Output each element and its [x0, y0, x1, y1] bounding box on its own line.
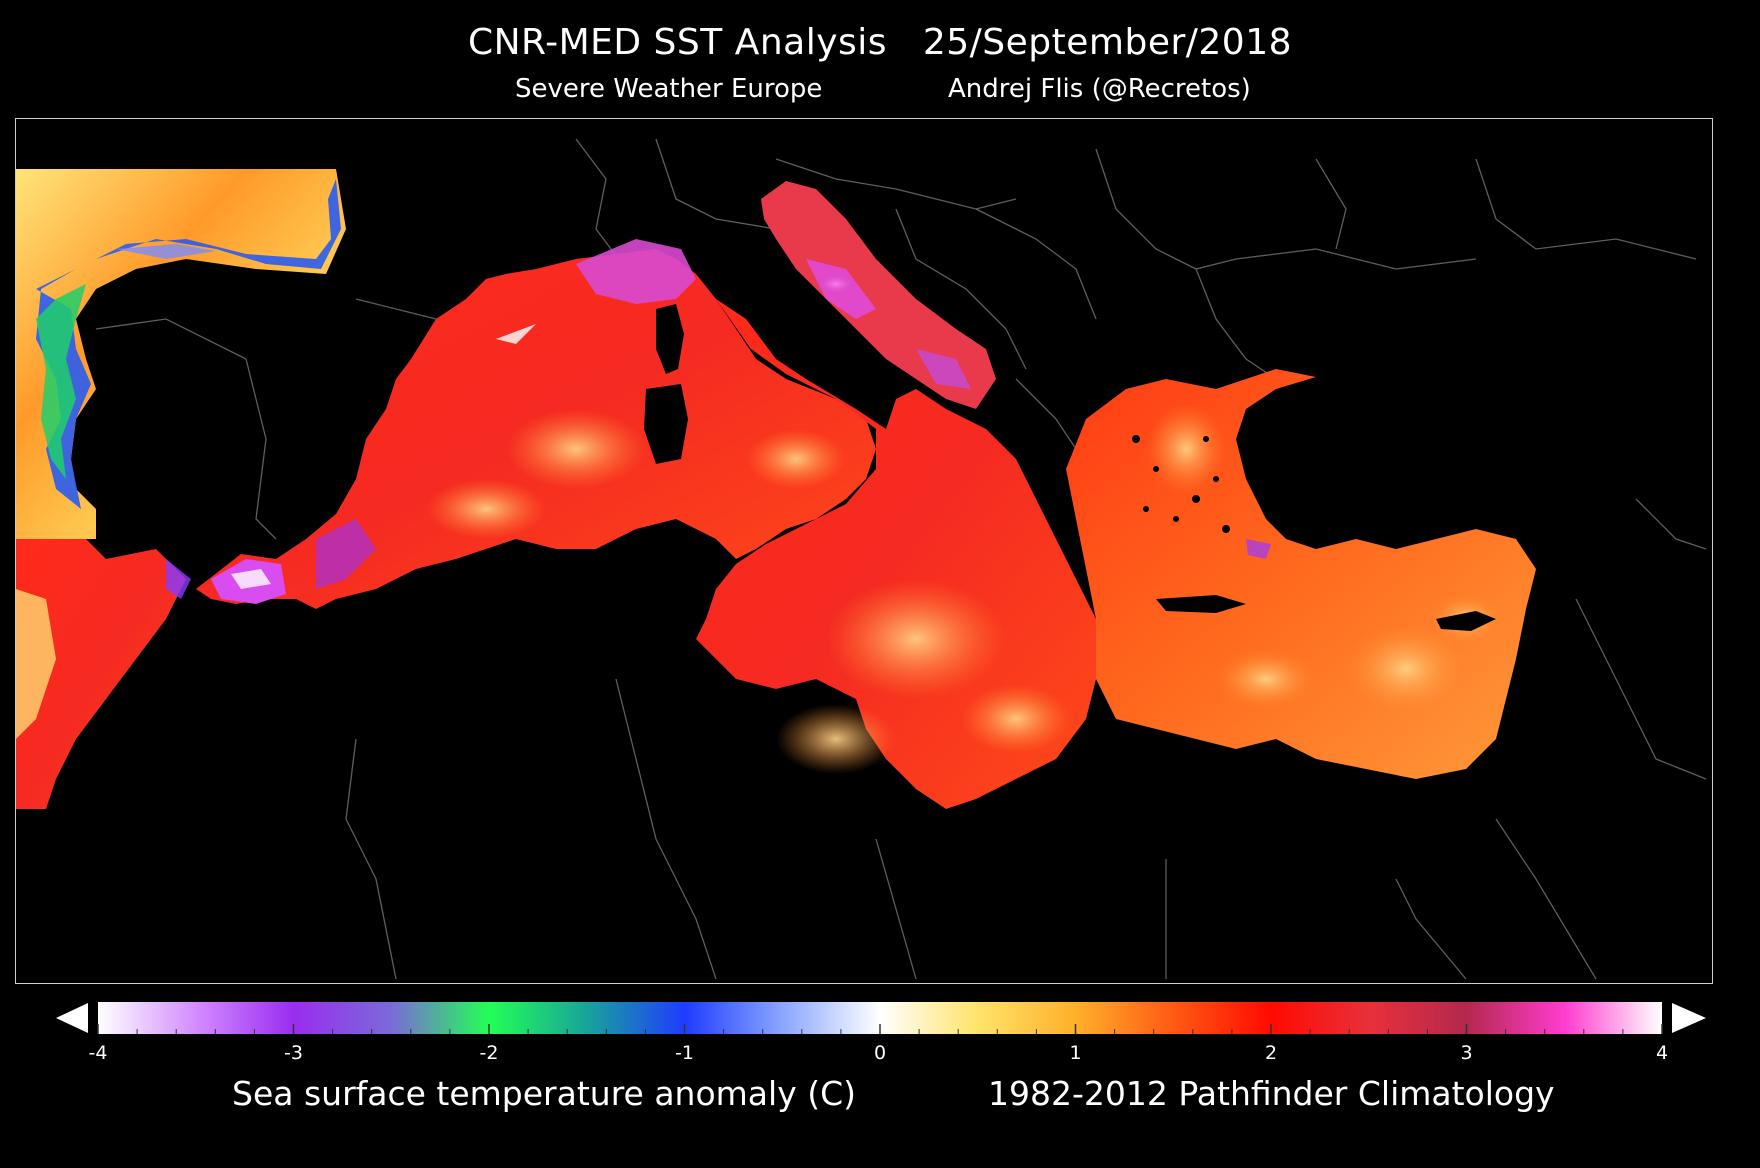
colorbar-tick-label: 1 [1069, 1042, 1082, 1064]
colorbar-ticks [97, 1024, 1663, 1034]
western-mediterranean [196, 239, 876, 609]
eastern-mediterranean [1066, 369, 1536, 779]
colorbar-tick-label: 0 [873, 1042, 887, 1064]
legend-caption-left: Sea surface temperature anomaly (C) [232, 1074, 857, 1113]
atlantic-iberia [16, 539, 191, 809]
corsica-sardinia [644, 304, 688, 464]
colorbar-tick-label: 4 [1655, 1042, 1669, 1064]
sst-anomaly-map [15, 118, 1713, 984]
map-source: Severe Weather Europe [515, 74, 823, 104]
legend-caption-right: 1982-2012 Pathfinder Climatology [988, 1074, 1555, 1113]
colorbar-min-arrow [56, 1003, 88, 1033]
map-title: CNR-MED SST Analysis 25/September/2018 [467, 22, 1293, 63]
map-author: Andrej Flis (@Recretos) [948, 74, 1251, 104]
map-canvas [16, 138, 1707, 980]
colorbar [56, 1002, 1706, 1034]
crete-cyprus [1156, 595, 1496, 631]
colorbar-tick-label: -1 [675, 1042, 694, 1064]
colorbar-tick-label: 3 [1460, 1042, 1473, 1064]
aegean-islands [1132, 435, 1230, 533]
adriatic-sea [761, 181, 996, 409]
central-mediterranean [696, 299, 1096, 809]
country-borders [95, 138, 1707, 980]
colorbar-max-arrow [1672, 1003, 1706, 1033]
colorbar-tick-label: -3 [284, 1042, 303, 1064]
colorbar-tick-label: -2 [479, 1042, 499, 1064]
colorbar-tick-label: 2 [1264, 1042, 1278, 1064]
colorbar-tick-label: -4 [88, 1042, 108, 1064]
bay-of-biscay [16, 169, 346, 539]
